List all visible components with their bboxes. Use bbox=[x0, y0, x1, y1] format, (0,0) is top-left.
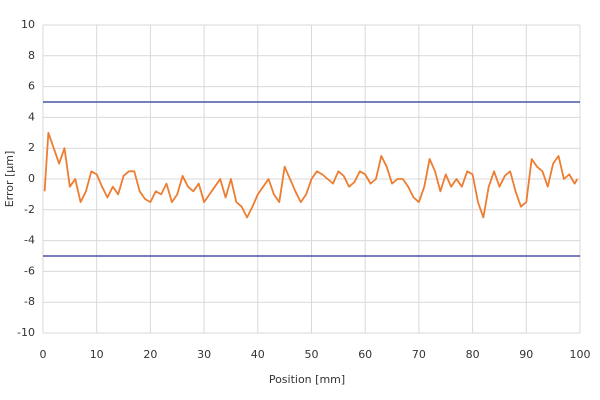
y-axis-label: Error [µm] bbox=[3, 151, 16, 208]
x-tick-label: 20 bbox=[143, 348, 157, 361]
x-tick-label: 30 bbox=[197, 348, 211, 361]
y-tick-label: 0 bbox=[28, 172, 35, 185]
x-tick-label: 80 bbox=[466, 348, 480, 361]
y-tick-label: 6 bbox=[28, 80, 35, 93]
x-tick-label: 0 bbox=[40, 348, 47, 361]
x-tick-label: 40 bbox=[251, 348, 265, 361]
x-tick-label: 10 bbox=[90, 348, 104, 361]
x-tick-label: 60 bbox=[358, 348, 372, 361]
y-tick-label: 2 bbox=[28, 141, 35, 154]
y-tick-label: -10 bbox=[17, 326, 35, 339]
y-tick-label: -4 bbox=[24, 234, 35, 247]
x-tick-label: 70 bbox=[412, 348, 426, 361]
y-tick-label: -2 bbox=[24, 203, 35, 216]
y-tick-label: 8 bbox=[28, 49, 35, 62]
x-tick-label: 100 bbox=[570, 348, 591, 361]
data-line bbox=[43, 131, 579, 219]
x-tick-label: 90 bbox=[519, 348, 533, 361]
y-tick-label: 10 bbox=[21, 18, 35, 31]
y-tick-label: -8 bbox=[24, 295, 35, 308]
y-tick-label: 4 bbox=[28, 110, 35, 123]
y-tick-label: -6 bbox=[24, 264, 35, 277]
x-tick-label: 50 bbox=[305, 348, 319, 361]
x-axis-label: Position [mm] bbox=[269, 373, 345, 386]
